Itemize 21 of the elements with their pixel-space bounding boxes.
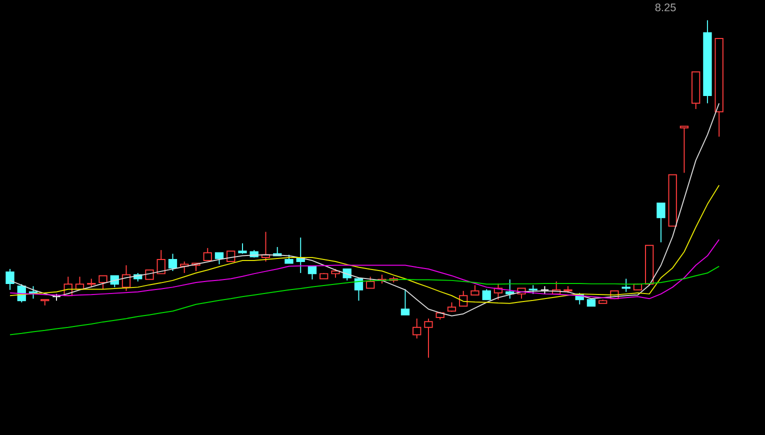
candlestick [238,242,247,254]
candlestick [156,250,166,274]
candlestick [656,202,666,243]
candlestick [354,277,364,302]
candlestick [366,276,375,289]
candlestick [203,248,212,262]
candlestick [680,126,689,174]
candlestick [447,302,456,312]
candlestick [470,284,480,296]
candlestick [6,268,14,290]
candlestick [122,264,131,292]
candlestick [412,318,422,339]
candlestick [622,278,630,292]
text: 8.25 [655,4,676,12]
candlestick [424,318,433,358]
candlestick [145,269,154,280]
candlestick [482,288,491,300]
candlestick [400,288,410,316]
candlestick [214,252,224,265]
candlestick [168,253,178,272]
candlestick [98,275,108,290]
